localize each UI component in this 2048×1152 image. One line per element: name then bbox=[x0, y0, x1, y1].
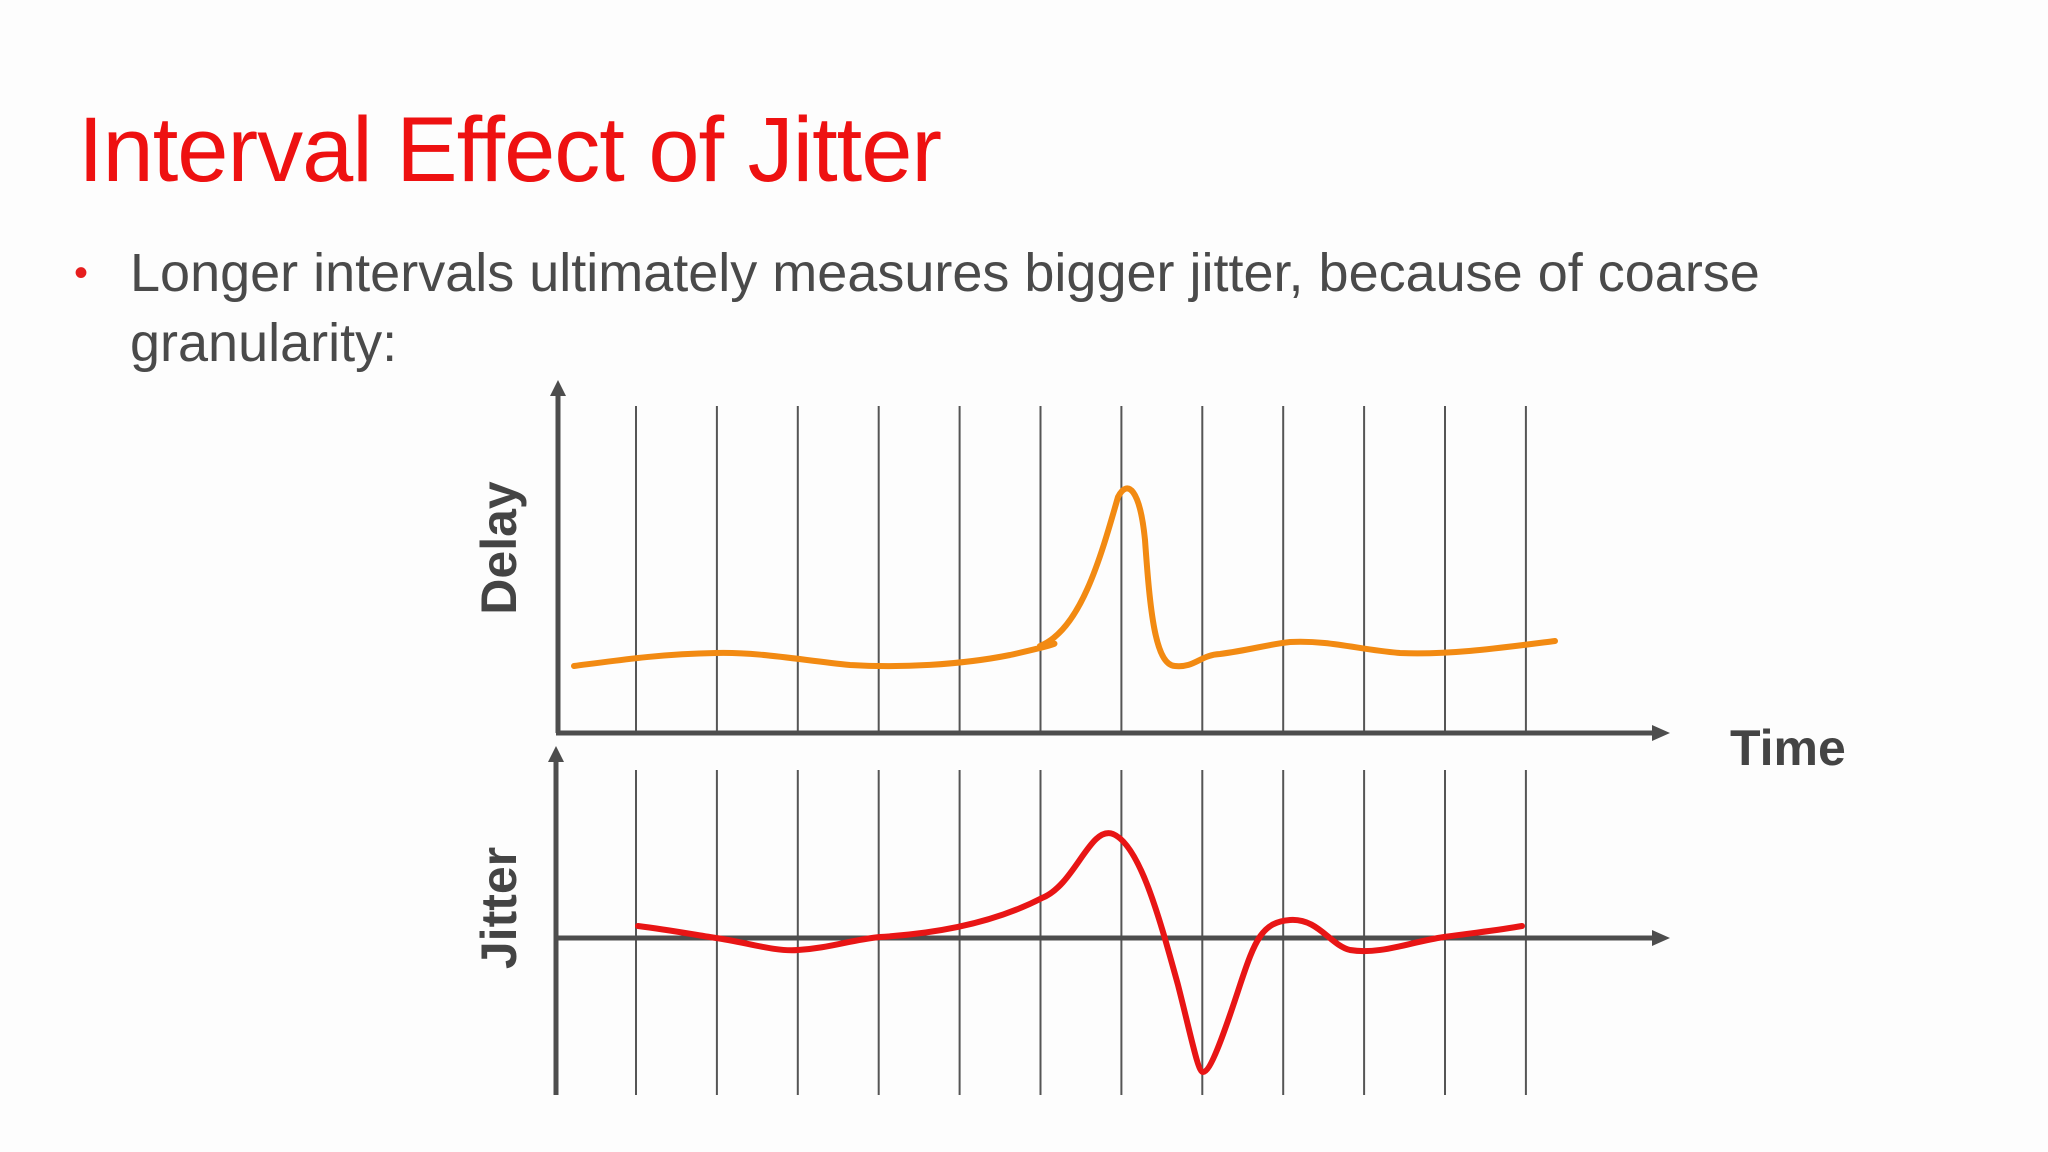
jitter-curve bbox=[635, 830, 1525, 1075]
delay-y-axis-arrow bbox=[550, 380, 566, 396]
delay-axis-label: Delay bbox=[471, 481, 527, 615]
jitter-zero-axis-arrow bbox=[1652, 930, 1670, 946]
time-axis-label: Time bbox=[1730, 720, 1846, 776]
bullet-marker: • bbox=[74, 251, 89, 295]
bullet-text: Longer intervals ultimately measures big… bbox=[130, 243, 1760, 373]
slide-title: Interval Effect of Jitter bbox=[78, 99, 942, 201]
delay-curve bbox=[571, 485, 1558, 670]
interval-lines-top bbox=[635, 406, 1527, 731]
time-axis-arrow bbox=[1652, 725, 1670, 741]
jitter-y-axis-arrow bbox=[548, 746, 564, 762]
jitter-axis-label: Jitter bbox=[471, 847, 527, 969]
interval-lines-bottom bbox=[635, 770, 1527, 1095]
